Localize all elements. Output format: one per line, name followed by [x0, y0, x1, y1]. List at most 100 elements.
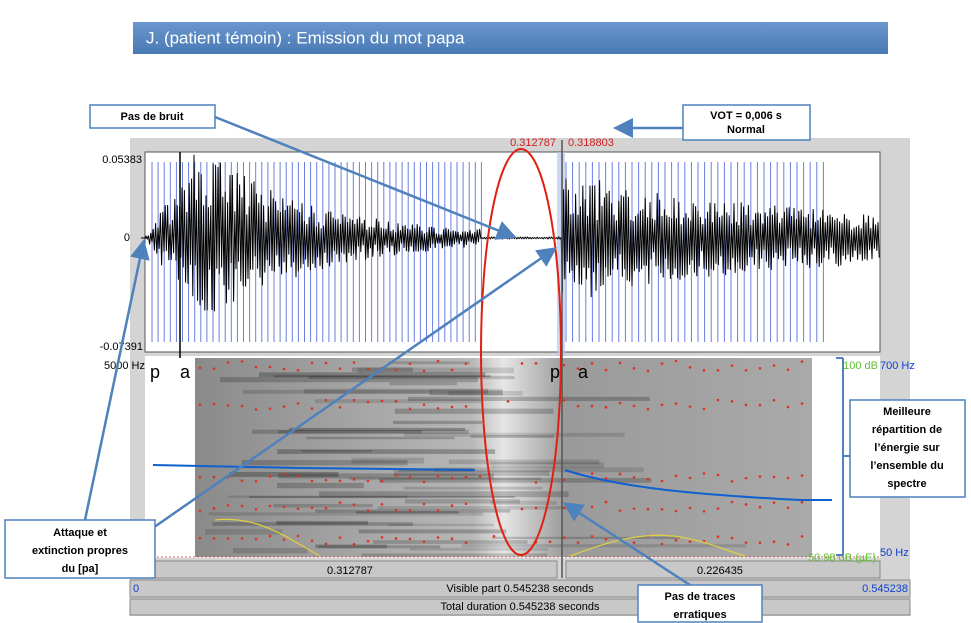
formant-dot	[352, 478, 356, 481]
visible-end: 0.545238	[862, 583, 908, 595]
formant-dot	[226, 404, 230, 407]
callout-text: l’ensemble du	[870, 460, 943, 472]
arrow	[149, 247, 558, 532]
band	[403, 486, 543, 490]
formant-dot	[632, 507, 636, 510]
formant-dot	[576, 404, 580, 408]
formant-dot	[618, 401, 622, 405]
formant-dot	[772, 475, 776, 479]
formant-dot	[394, 368, 398, 372]
formant-dot	[198, 366, 202, 370]
cursor-left: 0.312787	[510, 137, 556, 149]
formant-dot	[520, 362, 524, 365]
formant-dot	[422, 403, 426, 406]
band	[241, 460, 408, 466]
formant-dot	[268, 504, 272, 508]
formant-dot	[660, 507, 664, 511]
formant-dot	[338, 479, 342, 483]
formant-dot	[338, 367, 342, 370]
formant-dot	[282, 472, 286, 476]
band	[357, 367, 514, 374]
callout-text: du [pa]	[62, 563, 99, 575]
band	[233, 547, 308, 554]
formant-dot	[674, 474, 678, 478]
formant-dot	[394, 537, 398, 540]
formant-dot	[380, 502, 384, 506]
formant-dot	[562, 506, 566, 510]
formant-dot	[716, 369, 720, 372]
formant-dot	[702, 407, 706, 411]
formant-dot	[240, 537, 244, 540]
formant-dot	[380, 479, 384, 483]
formant-dot	[744, 403, 748, 407]
formant-dot	[394, 399, 398, 403]
formant-dot	[310, 539, 314, 543]
band	[358, 529, 507, 534]
formant-dot	[576, 367, 580, 370]
formants	[198, 359, 804, 546]
formant-dot	[240, 504, 244, 508]
phoneme: a	[578, 362, 589, 382]
pitch-max: 700 Hz	[880, 360, 915, 372]
visible-part: Visible part 0.545238 seconds	[446, 583, 594, 595]
formant-dot	[240, 479, 244, 483]
formant-dot	[296, 534, 300, 538]
formant-dot	[464, 541, 468, 544]
formant-dot	[688, 405, 692, 408]
band	[461, 544, 747, 548]
band	[491, 536, 681, 540]
formant-dot	[576, 503, 580, 507]
formant-dot	[646, 477, 650, 481]
callout-text: Normal	[727, 124, 765, 136]
callout	[89, 104, 216, 129]
formant-dot	[688, 476, 692, 480]
formant-dot	[744, 541, 748, 544]
total-duration: Total duration 0.545238 seconds	[440, 601, 600, 613]
formant-dot	[436, 407, 440, 410]
formant-dot	[380, 536, 384, 539]
formant-dot	[436, 359, 440, 363]
db-max: 100 dB	[843, 360, 878, 372]
phoneme: p	[150, 362, 160, 382]
formant-dot	[436, 474, 440, 478]
band	[220, 376, 478, 383]
pitch-line	[564, 469, 832, 501]
formant-dot	[268, 475, 272, 478]
formant-dot	[534, 481, 538, 484]
formant-dot	[730, 480, 734, 483]
band	[205, 528, 283, 535]
formant-dot	[632, 404, 636, 408]
callout	[849, 399, 966, 498]
formant-dot	[212, 537, 216, 540]
formant-dot	[450, 405, 454, 409]
formant-dot	[758, 475, 762, 478]
band	[388, 361, 470, 365]
formant-dot	[338, 501, 342, 504]
formant-dot	[674, 509, 678, 513]
formant-dot	[590, 505, 594, 509]
formant-dot	[632, 476, 636, 479]
formant-dot	[268, 407, 272, 410]
callout-text: répartition de	[872, 424, 942, 436]
segment-bar[interactable]	[565, 560, 881, 579]
formant-dot	[450, 476, 454, 480]
formant-dot	[198, 536, 202, 540]
band	[315, 544, 388, 549]
formant-dot	[436, 509, 440, 512]
formant-dot	[786, 543, 790, 546]
formant-dot	[422, 369, 426, 373]
formant-dot	[730, 400, 734, 403]
arrow	[214, 115, 517, 240]
band	[393, 470, 550, 476]
band	[248, 495, 516, 499]
formant-dot	[450, 368, 454, 372]
formant-dot	[324, 398, 328, 402]
formant-dot	[758, 505, 762, 509]
formant-dot	[758, 403, 762, 407]
formant-dot	[576, 541, 580, 544]
formant-dot	[562, 536, 566, 539]
formant-dot	[674, 402, 678, 405]
band	[356, 511, 459, 514]
pitch-min: 50 Hz	[880, 547, 909, 559]
